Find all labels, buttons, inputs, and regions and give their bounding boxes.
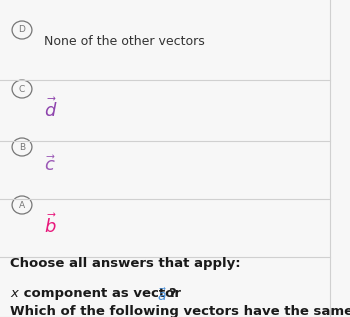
Text: Which of the following vectors have the same: Which of the following vectors have the … — [10, 305, 350, 317]
Text: D: D — [19, 25, 26, 35]
Text: $x$: $x$ — [10, 287, 20, 300]
Text: $\vec{a}$: $\vec{a}$ — [157, 287, 167, 304]
Text: $\vec{d}$: $\vec{d}$ — [44, 97, 57, 121]
Text: $\vec{c}$: $\vec{c}$ — [44, 155, 56, 175]
Text: A: A — [19, 200, 25, 210]
Text: $\vec{b}$: $\vec{b}$ — [44, 213, 57, 237]
Text: ?: ? — [168, 287, 176, 300]
Text: Choose all answers that apply:: Choose all answers that apply: — [10, 257, 241, 270]
Text: C: C — [19, 85, 25, 94]
Text: B: B — [19, 143, 25, 152]
Text: component as vector: component as vector — [19, 287, 186, 300]
Text: None of the other vectors: None of the other vectors — [44, 35, 205, 48]
